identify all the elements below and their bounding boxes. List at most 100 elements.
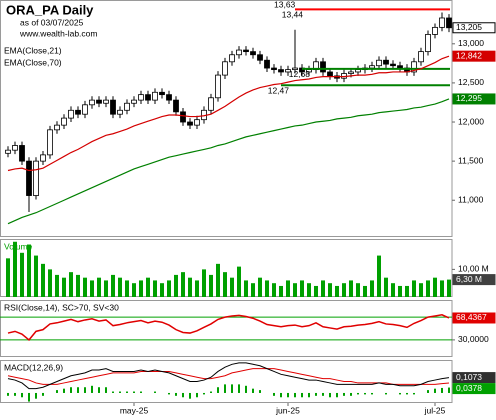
candle-body [103,99,109,104]
x-tick-label: may-25 [120,405,149,415]
volume-bar [293,283,297,297]
histogram-bar [448,387,450,393]
volume-bar [335,285,339,297]
histogram-bar [329,392,331,398]
y-tick-label: 11,500 [458,155,484,165]
candle-body [173,99,179,113]
volume-bar [300,280,304,297]
histogram-bar [105,387,107,393]
histogram-bar [273,392,275,396]
histogram-bar [427,390,429,393]
histogram-bar [280,392,282,398]
panel-title: MACD(12,26,9) [4,362,63,372]
candle-body [383,59,389,65]
histogram-bar [126,391,128,393]
volume-bar [307,283,311,297]
histogram-bar [84,387,86,393]
histogram-bar [91,385,93,393]
volume-bar [27,244,31,297]
volume-bar [146,277,150,297]
volume-bar [391,283,395,297]
candle-body [75,109,81,115]
candle-body [432,26,438,35]
volume-bar [321,280,325,297]
histogram-bar [385,392,387,395]
volume-bar [363,285,367,297]
candle-body [369,65,375,69]
value-box-label: 0,0378 [456,383,482,393]
chart-title: ORA_PA Daily [6,2,94,17]
volume-bar [209,274,213,297]
histogram-bar [140,391,142,393]
value-box [452,22,496,34]
histogram-bar [413,392,415,395]
volume-bar [153,280,157,297]
histogram-bar [7,392,9,396]
histogram-bar [301,392,303,398]
panel-frame [0,360,453,403]
candle-body [292,67,298,71]
panel-title: RSI(Close,14), SC>70, SV<30 [4,302,119,312]
volume-bar [62,277,66,297]
volume-bar [167,280,171,297]
value-box-label: 0,1073 [456,372,482,382]
volume-bar [20,252,24,297]
volume-bar [433,277,437,297]
volume-bar [160,283,164,297]
histogram-bar [119,391,121,393]
histogram-bar [308,392,310,398]
histogram-bar [224,384,226,393]
volume-bar [6,258,10,297]
histogram-bar [112,391,114,393]
volume-bar [251,283,255,297]
value-box-label: 68,4367 [456,312,487,322]
histogram-bar [63,388,65,393]
value-box-label: 6,30 M [456,274,482,284]
volume-bar [426,280,430,297]
volume-bar [132,283,136,297]
y-tick-label: 11,000 [458,194,484,204]
candle-body [397,65,403,69]
candle-body [257,54,263,61]
candle-body [82,104,88,115]
volume-bar [125,280,129,297]
volume-bar [384,277,388,297]
level-label: 12,68 [289,69,311,79]
candle-body [187,121,193,126]
candle-body [54,124,60,131]
histogram-bar [364,392,366,395]
volume-bar [34,255,38,297]
histogram-bar [189,392,191,399]
volume-bar [419,283,423,297]
candle-body [117,109,123,115]
candle-body [446,17,452,29]
histogram-bar [322,392,324,396]
value-box [452,93,496,105]
volume-bar [447,279,451,297]
volume-bar [342,283,346,297]
candle-body [229,54,235,63]
volume-bar [202,269,206,297]
volume-bar [104,280,108,297]
histogram-bar [350,392,352,396]
ema-line [7,55,450,172]
candle-body [124,102,130,111]
histogram-bar [175,392,177,396]
y-tick-label: 13,000 [458,38,484,48]
histogram-bar [217,387,219,393]
histogram-bar [245,385,247,393]
candle-body [243,49,249,53]
candle-body [61,117,67,126]
volume-bar [377,255,381,297]
volume-bar [223,272,227,297]
panel-title: Volume [4,241,33,251]
rsi-line [7,314,450,341]
candle-body [166,94,172,101]
candle-body [131,99,137,104]
volume-bar [265,280,269,297]
histogram-bar [98,387,100,393]
candle-body [236,49,242,56]
level-label: 13,44 [282,10,304,20]
histogram-bar [210,391,212,393]
